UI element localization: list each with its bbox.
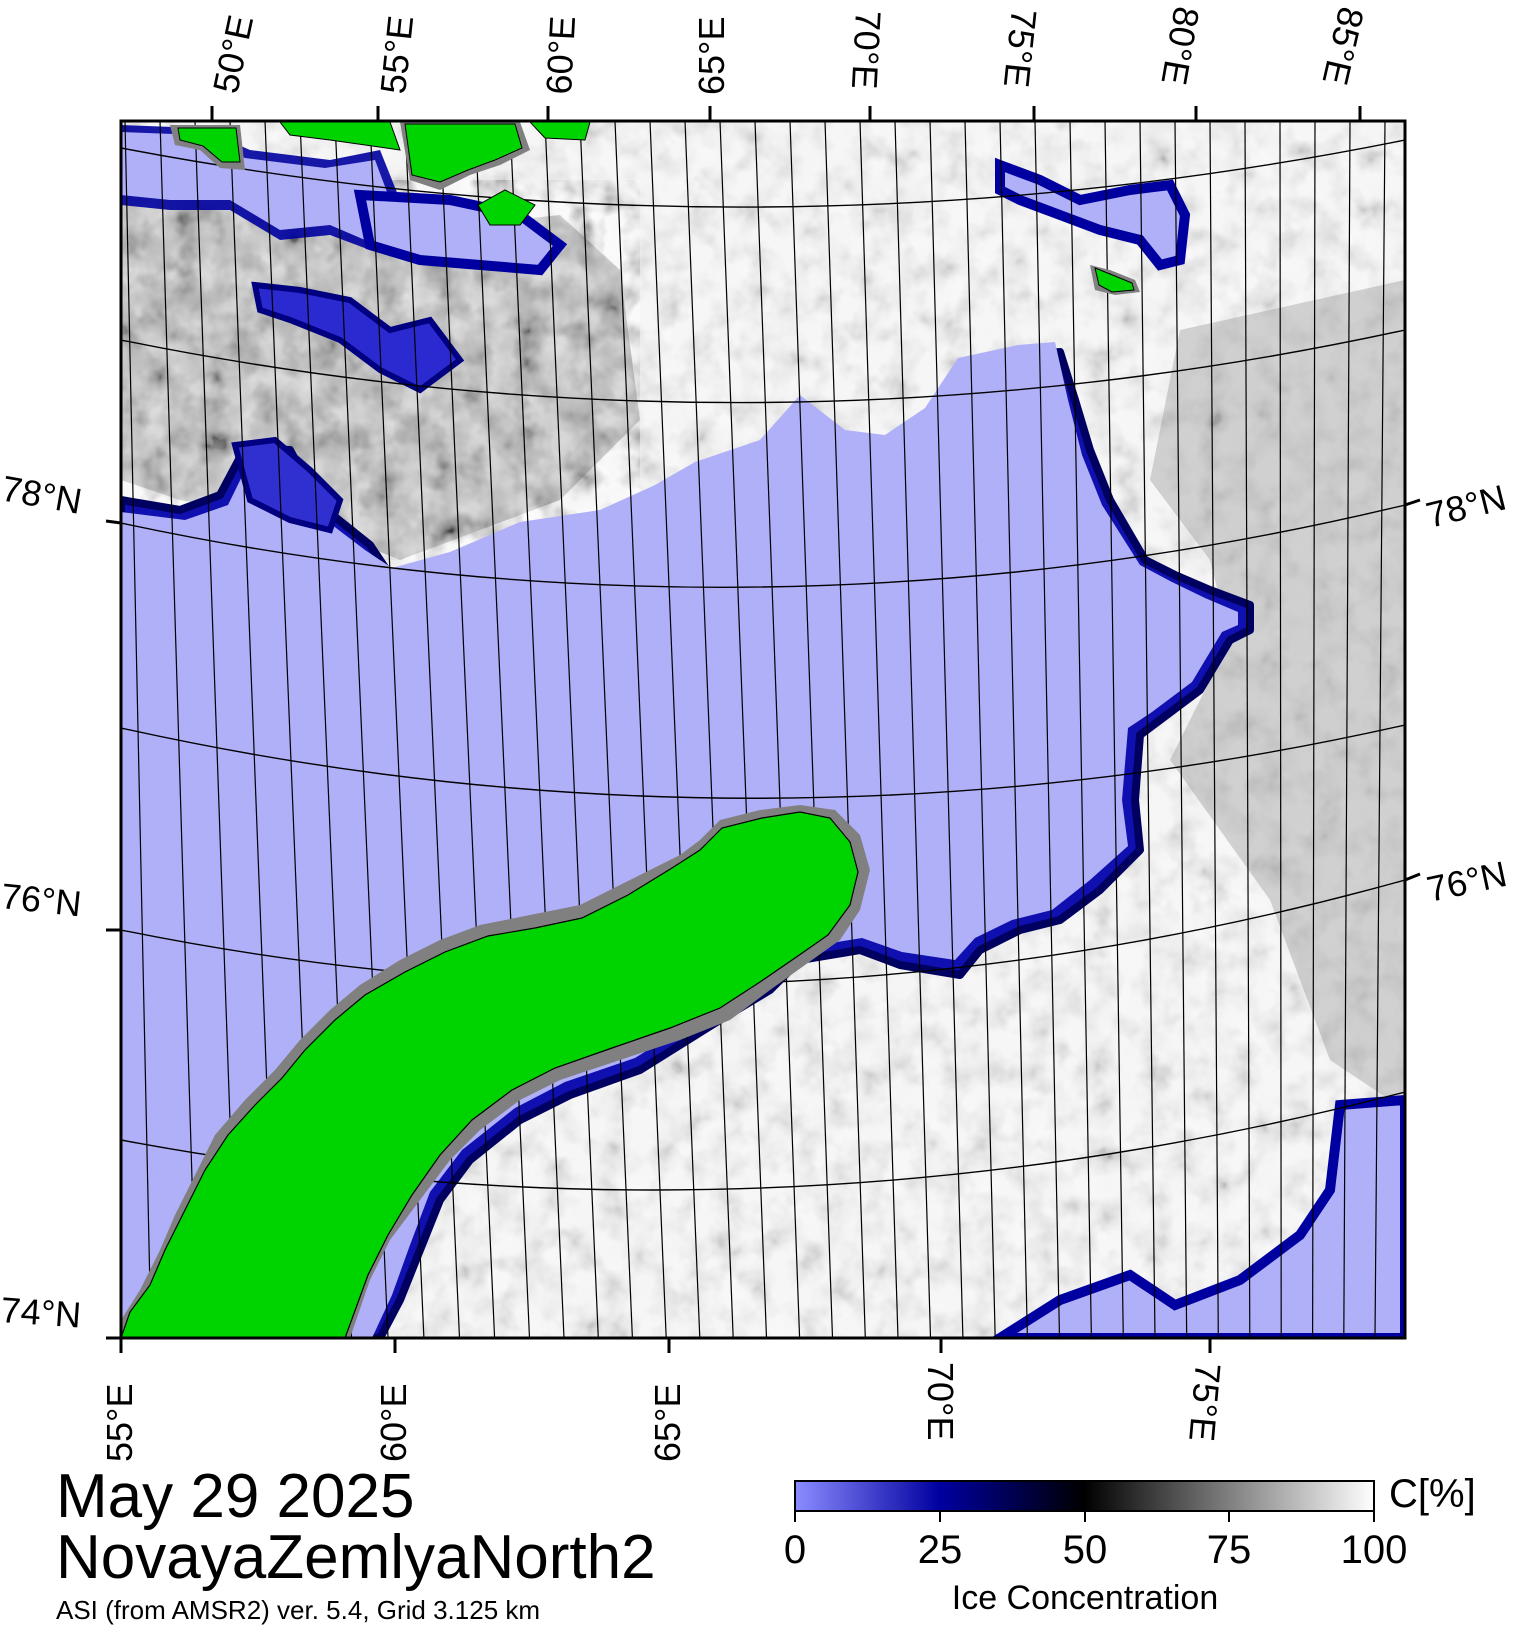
map-date: May 29 2025	[56, 1462, 415, 1531]
meridian-line	[719, 121, 768, 1338]
novaya-zemlya-land	[121, 811, 859, 1338]
meridian-line	[789, 121, 834, 1338]
northwest-lead-4	[231, 436, 344, 534]
lat-label-right: 78°N	[1422, 477, 1510, 536]
colorbar-tick-label: 75	[1206, 1528, 1252, 1572]
lon-label-top: 55°E	[372, 14, 421, 96]
lon-label-top: 50°E	[205, 11, 261, 96]
northeast-lead	[995, 157, 1191, 271]
lat-label-left: 78°N	[0, 468, 85, 522]
meridian-line	[1279, 121, 1282, 1338]
meridian-line	[684, 121, 734, 1338]
frame-ticks	[105, 106, 1421, 1353]
meridian-line	[544, 121, 599, 1338]
meridian-line	[1104, 121, 1124, 1338]
bottom-longitude-labels: 55°E 60°E 65°E 70°E 75°E	[99, 1361, 1229, 1462]
colorbar-tick-label: 0	[783, 1528, 807, 1572]
colorbar-title: Ice Concentration	[951, 1579, 1219, 1617]
colorbar-ticks	[794, 1511, 1375, 1522]
island-land	[177, 127, 241, 163]
meridian-line	[1069, 121, 1092, 1338]
northwest-lead-3	[251, 281, 465, 394]
island-land	[1094, 267, 1135, 293]
southeast-open-water	[990, 1094, 1405, 1338]
meridian-line	[159, 121, 198, 1338]
lon-label-top: 60°E	[538, 15, 583, 95]
franz-josef-land	[170, 121, 1140, 295]
island-land	[404, 123, 523, 183]
colorbar-tick-label: 100	[1340, 1528, 1408, 1572]
lat-label-left: 76°N	[0, 875, 83, 924]
lat-label-left: 74°N	[0, 1289, 83, 1336]
map-area	[121, 121, 1405, 1338]
colorbar	[794, 1480, 1375, 1512]
meridian-line	[509, 121, 565, 1338]
meridian-line	[1343, 121, 1351, 1338]
meridian-line	[964, 121, 996, 1338]
meridian-line	[1139, 121, 1156, 1338]
meridian-line	[754, 121, 801, 1338]
data-source-note: ASI (from AMSR2) ver. 5.4, Grid 3.125 km	[56, 1595, 541, 1625]
meridian-line	[1244, 121, 1251, 1338]
lat-label-right: 76°N	[1423, 853, 1510, 910]
meridian-line	[439, 121, 496, 1338]
region-name: NovayaZemlyaNorth2	[56, 1523, 656, 1592]
meridian-line	[474, 121, 531, 1338]
colorbar-unit: C[%]	[1389, 1472, 1476, 1516]
lon-label-bottom: 75°E	[1181, 1361, 1229, 1443]
meridian-line	[999, 121, 1028, 1338]
colorbar-tick-label: 50	[1062, 1528, 1108, 1572]
lon-label-bottom: 55°E	[99, 1384, 140, 1462]
meridian-line	[1311, 121, 1316, 1338]
meridian-line	[1209, 121, 1219, 1338]
meridian-line	[614, 121, 667, 1338]
mixed-ice-east	[1150, 280, 1405, 1110]
parallel-79	[121, 139, 1405, 208]
meridian-line	[1374, 121, 1386, 1338]
meridian-line	[859, 121, 899, 1338]
tick-right-76	[1404, 872, 1421, 882]
meridian-line	[124, 121, 152, 1338]
lon-label-bottom: 65°E	[647, 1384, 688, 1462]
tick-left-78	[105, 519, 122, 525]
island-land	[477, 189, 536, 226]
meridian-line	[894, 121, 932, 1338]
meridian-line	[1174, 121, 1188, 1338]
lon-label-bottom: 70°E	[920, 1362, 961, 1440]
tick-right-78	[1404, 498, 1421, 507]
lon-label-top: 75°E	[996, 7, 1045, 89]
meridian-line	[824, 121, 866, 1338]
lon-label-top: 65°E	[691, 17, 732, 95]
colorbar-tick-label: 25	[917, 1528, 963, 1572]
lon-label-top: 70°E	[844, 10, 889, 90]
lon-label-top: 85°E	[1315, 3, 1373, 89]
lon-label-bottom: 60°E	[373, 1384, 414, 1462]
meridian-line	[649, 121, 701, 1338]
meridian-line	[579, 121, 633, 1338]
northwest-lead	[121, 132, 390, 240]
map-frame	[119, 119, 1407, 1340]
parallel-76-5	[121, 724, 1405, 799]
top-longitude-labels: 50°E 55°E 60°E 65°E 70°E 75°E 80°E 85°E	[205, 3, 1372, 96]
meridian-line	[1034, 121, 1061, 1338]
lon-label-top: 80°E	[1153, 4, 1207, 88]
meridian-line	[929, 121, 964, 1338]
